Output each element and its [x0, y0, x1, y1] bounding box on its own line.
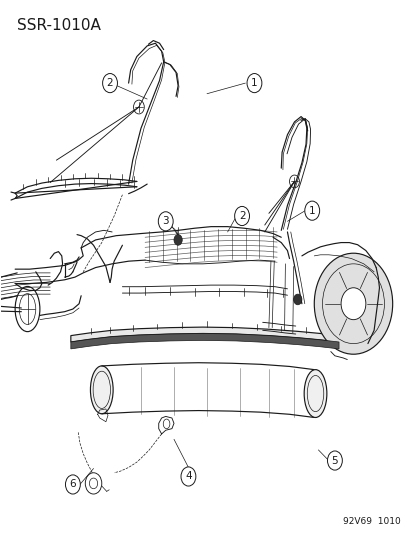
Circle shape — [340, 288, 365, 320]
Text: 1: 1 — [251, 78, 257, 88]
Circle shape — [173, 235, 182, 245]
Circle shape — [180, 467, 195, 486]
Circle shape — [313, 253, 392, 354]
Text: 2: 2 — [107, 78, 113, 88]
Text: 4: 4 — [185, 472, 191, 481]
Polygon shape — [71, 327, 338, 342]
Text: 3: 3 — [162, 216, 169, 227]
Circle shape — [304, 201, 319, 220]
Text: SSR-1010A: SSR-1010A — [17, 18, 101, 33]
Circle shape — [293, 294, 301, 305]
Circle shape — [327, 451, 342, 470]
Text: 1: 1 — [308, 206, 315, 216]
Circle shape — [158, 212, 173, 231]
Ellipse shape — [304, 369, 326, 417]
Text: 92V69  1010: 92V69 1010 — [342, 517, 400, 526]
Text: 6: 6 — [69, 480, 76, 489]
Text: 5: 5 — [331, 456, 337, 465]
Circle shape — [102, 74, 117, 93]
Ellipse shape — [90, 366, 113, 414]
Polygon shape — [71, 334, 338, 349]
Circle shape — [247, 74, 261, 93]
Circle shape — [65, 475, 80, 494]
Text: 2: 2 — [238, 211, 245, 221]
Circle shape — [234, 206, 249, 225]
